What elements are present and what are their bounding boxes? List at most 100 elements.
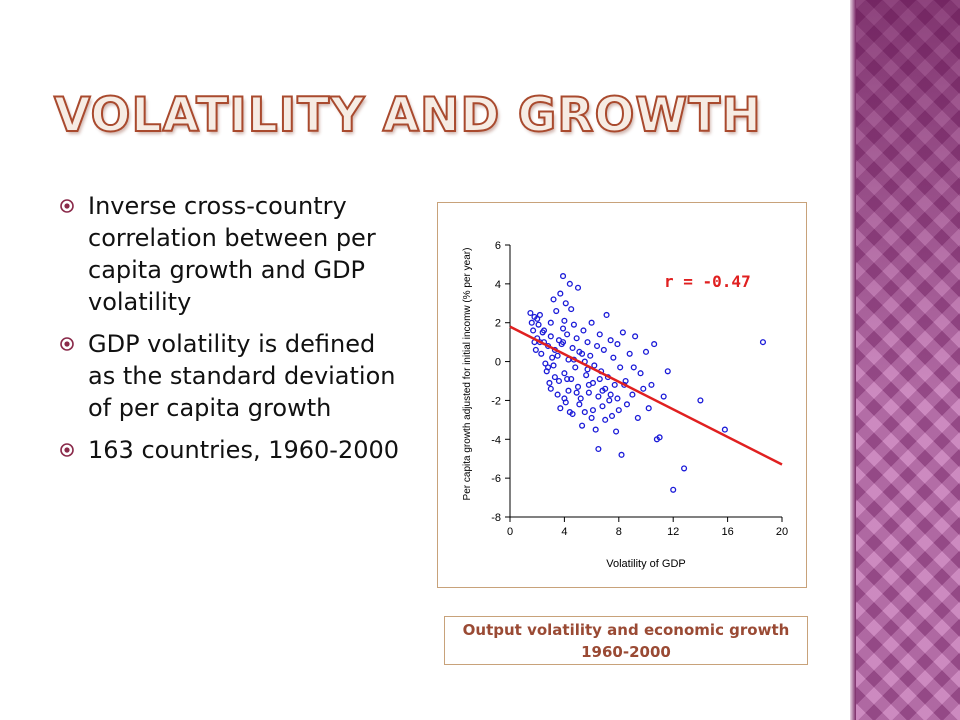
correlation-label: r = -0.47 (664, 272, 751, 291)
scatter-point (554, 352, 561, 359)
scatter-point (559, 273, 567, 280)
scatter-point (559, 325, 567, 332)
target-bullet-icon (60, 443, 74, 457)
scatter-point (623, 401, 631, 408)
scatter-point (602, 416, 609, 423)
scatter-point (645, 405, 652, 412)
scatter-point (599, 403, 606, 410)
scatter-point (557, 290, 564, 297)
bullet-item: 163 countries, 1960-2000 (60, 434, 410, 466)
regression-line (509, 325, 783, 466)
caption-line-2: 1960-2000 (581, 643, 671, 661)
scatter-chart-frame: -8 -6 -4 -2 0 2 4 6 0 4 8 12 16 20 r = -0.47 Volatil… (437, 202, 807, 588)
scatter-point (557, 405, 564, 412)
bullet-item: Inverse cross-country correlation betwee… (60, 190, 410, 318)
scatter-point (534, 315, 541, 322)
scatter-point (615, 407, 622, 414)
scatter-point (589, 407, 597, 414)
scatter-point (566, 280, 573, 287)
scatter-point (585, 389, 592, 396)
scatter-point (603, 311, 610, 318)
x-axis-ticks: 0 4 8 12 16 20 (507, 517, 788, 538)
scatter-point (614, 341, 621, 348)
scatter-point (561, 317, 568, 324)
scatter-point (618, 451, 625, 458)
scatter-point (608, 412, 616, 420)
scatter-point (596, 331, 603, 338)
scatter-point (573, 335, 580, 342)
scatter-point (637, 370, 644, 377)
scatter-point (579, 422, 586, 429)
scatter-point (681, 465, 688, 472)
y-tick-label: -4 (491, 434, 501, 446)
scatter-point (530, 327, 537, 334)
scatter-point (611, 381, 618, 388)
y-tick-label: 4 (495, 279, 501, 291)
scatter-point (555, 377, 563, 385)
scatter-point (550, 362, 557, 369)
x-tick-label: 0 (507, 526, 513, 538)
scatter-point (585, 381, 592, 388)
scatter-point (614, 395, 621, 402)
scatter-point (617, 364, 624, 371)
scatter-point (596, 376, 603, 383)
scatter-point (542, 360, 549, 367)
scatter-point (592, 426, 599, 433)
bullet-text: 163 countries, 1960-2000 (88, 436, 400, 464)
scatter-point (607, 337, 614, 344)
scatter-point (600, 346, 607, 353)
scatter-point (566, 409, 573, 416)
scatter-point (579, 350, 586, 357)
y-tick-label: -6 (491, 473, 501, 485)
x-axis-label: Volatility of GDP (606, 558, 685, 570)
scatter-point (568, 306, 575, 313)
scatter-point (660, 393, 667, 400)
decorative-side-panel (856, 0, 960, 720)
scatter-point (595, 445, 602, 453)
scatter-point (545, 364, 552, 371)
scatter-point (551, 374, 558, 381)
x-tick-label: 12 (667, 526, 679, 538)
bullet-text: GDP volatility is defined as the standar… (88, 330, 396, 422)
scatter-point (632, 333, 639, 340)
scatter-point (546, 379, 553, 386)
scatter-point (532, 346, 539, 353)
scatter-point (574, 284, 582, 291)
bullet-text: Inverse cross-country correlation betwee… (88, 192, 376, 316)
scatter-point (538, 350, 545, 357)
scatter-point (697, 397, 704, 404)
scatter-point (573, 389, 580, 396)
scatter-point (587, 352, 594, 359)
scatter-point (570, 321, 577, 328)
slide-title: Volatility and Growth (53, 87, 762, 144)
scatter-point (648, 381, 655, 388)
scatter-point (629, 391, 636, 398)
scatter-point (634, 414, 641, 421)
scatter-point (527, 309, 534, 317)
scatter-point (577, 395, 584, 402)
x-tick-label: 4 (561, 526, 567, 538)
scatter-point (588, 319, 595, 326)
scatter-point (562, 300, 569, 307)
scatter-point (606, 397, 613, 404)
scatter-point (540, 327, 548, 334)
y-tick-label: -8 (491, 512, 501, 524)
chart-caption: Output volatility and economic growth 19… (444, 616, 808, 665)
scatter-point (721, 426, 728, 433)
scatter-point (547, 333, 554, 340)
target-bullet-icon (60, 199, 74, 213)
scatter-point (610, 354, 617, 361)
bullet-list: Inverse cross-country correlation betwee… (60, 190, 410, 476)
scatter-point (568, 376, 575, 383)
scatter-point (580, 327, 587, 334)
scatter-point (547, 385, 554, 392)
scatter-chart: -8 -6 -4 -2 0 2 4 6 0 4 8 12 16 20 r = -0.47 Volatil… (462, 240, 788, 570)
scatter-point (584, 339, 591, 346)
scatter-point (574, 383, 582, 390)
scatter-point (581, 409, 588, 416)
scatter-point (554, 391, 561, 398)
scatter-point (591, 362, 598, 369)
target-bullet-icon (60, 337, 74, 351)
scatter-point (588, 414, 595, 421)
side-panel-edge (850, 0, 856, 720)
